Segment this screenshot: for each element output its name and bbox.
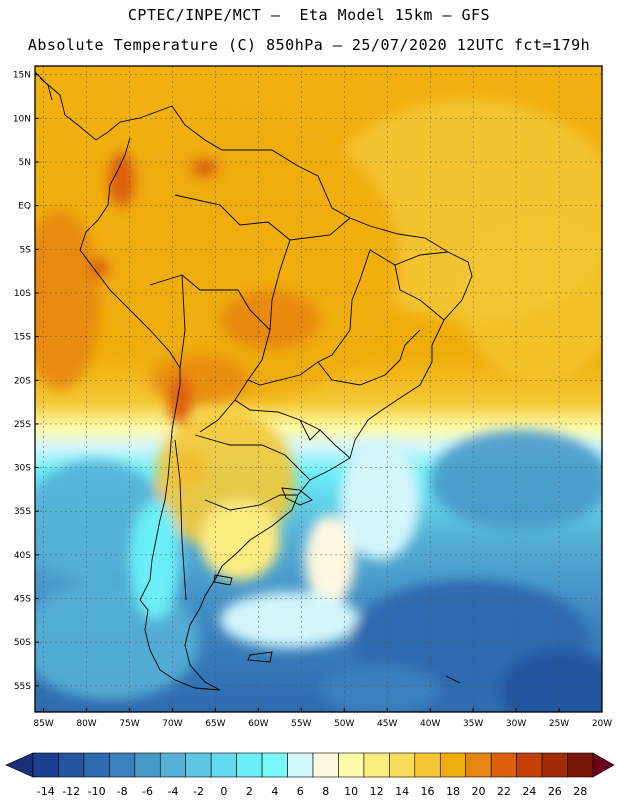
lat-tick-label: EQ — [18, 202, 31, 212]
colorbar-label: 0 — [220, 785, 227, 798]
lon-tick-label: 85W — [33, 719, 53, 729]
colorbar-swatch — [567, 752, 594, 778]
colorbar-label: -8 — [117, 785, 128, 798]
latitude-labels: 15N 10N 5N EQ 5S 10S 15S 20S 25S 30S 35S 40S 45S 50S 5… — [13, 71, 39, 692]
colorbar-label: 18 — [446, 785, 460, 798]
lon-tick-label: 30W — [506, 719, 526, 729]
colorbar-label: 14 — [395, 785, 409, 798]
colorbar-swatch — [134, 752, 161, 778]
colorbar-high-arrow — [592, 752, 615, 778]
colorbar-swatch — [439, 752, 467, 778]
longitude-labels: 85W 80W 75W 70W 65W 60W 55W 50W 45W 40W 35W 30W 25W 2… — [33, 708, 612, 729]
lon-tick-label: 40W — [420, 719, 440, 729]
colorbar: -14 -12 -10 -8 -6 -4 -2 0 2 4 6 8 10 12 14 16 18 20 22 24 26… — [5, 752, 615, 798]
map-frame — [34, 65, 603, 713]
colorbar-swatch — [312, 752, 339, 778]
colorbar-swatch — [261, 752, 288, 778]
temperature-field — [35, 66, 602, 712]
colorbar-swatch — [32, 752, 59, 778]
colorbar-swatch — [287, 752, 314, 778]
lat-tick-label: 15S — [14, 333, 31, 343]
lon-tick-label: 70W — [162, 719, 182, 729]
colorbar-low-arrow — [5, 752, 34, 778]
colorbar-swatch — [541, 752, 568, 778]
lat-tick-label: 45S — [14, 595, 31, 605]
lat-tick-label: 25S — [14, 420, 31, 430]
colorbar-label: -12 — [62, 785, 80, 798]
lat-tick-label: 30S — [14, 464, 31, 474]
lon-tick-label: 20W — [592, 719, 612, 729]
colorbar-label: 4 — [271, 785, 278, 798]
lat-tick-label: 50S — [14, 638, 31, 648]
colorbar-swatch — [58, 752, 85, 778]
colorbar-swatch — [109, 752, 136, 778]
colorbar-label: 12 — [370, 785, 384, 798]
lat-tick-label: 35S — [14, 507, 31, 517]
colorbar-swatch — [389, 752, 416, 778]
lat-tick-label: 10S — [14, 289, 31, 299]
colorbar-label: -2 — [193, 785, 204, 798]
lat-tick-label: 40S — [14, 551, 31, 561]
colorbar-label: 26 — [548, 785, 562, 798]
title-line-1: CPTEC/INPE/MCT – Eta Model 15km – GFS — [127, 6, 491, 24]
colorbar-label: 8 — [322, 785, 329, 798]
lon-tick-label: 80W — [76, 719, 96, 729]
coastlines — [35, 71, 473, 691]
lon-tick-label: 50W — [334, 719, 354, 729]
lat-tick-label: 5S — [20, 245, 32, 255]
colorbar-label: 20 — [471, 785, 485, 798]
colorbar-swatch — [159, 752, 187, 778]
lon-tick-label: 45W — [377, 719, 397, 729]
colorbar-label: 10 — [344, 785, 358, 798]
colorbar-label: -10 — [88, 785, 106, 798]
lon-tick-label: 55W — [291, 719, 311, 729]
colorbar-label: 28 — [573, 785, 587, 798]
colorbar-swatch — [465, 752, 492, 778]
lon-tick-label: 25W — [549, 719, 569, 729]
title-line-2: Absolute Temperature (C) 850hPa – 25/07/… — [27, 36, 591, 54]
colorbar-label: -4 — [168, 785, 179, 798]
lat-tick-label: 15N — [13, 71, 31, 81]
colorbar-swatch — [210, 752, 237, 778]
colorbar-label: -14 — [37, 785, 55, 798]
colorbar-swatch — [363, 752, 390, 778]
colorbar-swatch — [83, 752, 110, 778]
colorbar-swatch — [490, 752, 517, 778]
colorbar-label: 16 — [421, 785, 435, 798]
lat-tick-label: 10N — [13, 114, 31, 124]
lat-tick-label: 55S — [14, 682, 31, 692]
lon-tick-label: 75W — [119, 719, 139, 729]
colorbar-label: 2 — [246, 785, 253, 798]
colorbar-label: 24 — [522, 785, 536, 798]
lat-tick-label: 5N — [19, 158, 31, 168]
colorbar-label: -6 — [142, 785, 153, 798]
lon-tick-label: 35W — [463, 719, 483, 729]
colorbar-swatch — [338, 752, 365, 778]
colorbar-swatch — [516, 752, 543, 778]
colorbar-label: 22 — [497, 785, 511, 798]
colorbar-label: 6 — [297, 785, 304, 798]
lon-tick-label: 60W — [248, 719, 268, 729]
colorbar-swatch — [185, 752, 212, 778]
colorbar-swatch — [414, 752, 441, 778]
lat-tick-label: 20S — [14, 376, 31, 386]
colorbar-swatch — [236, 752, 263, 778]
lon-tick-label: 65W — [205, 719, 225, 729]
